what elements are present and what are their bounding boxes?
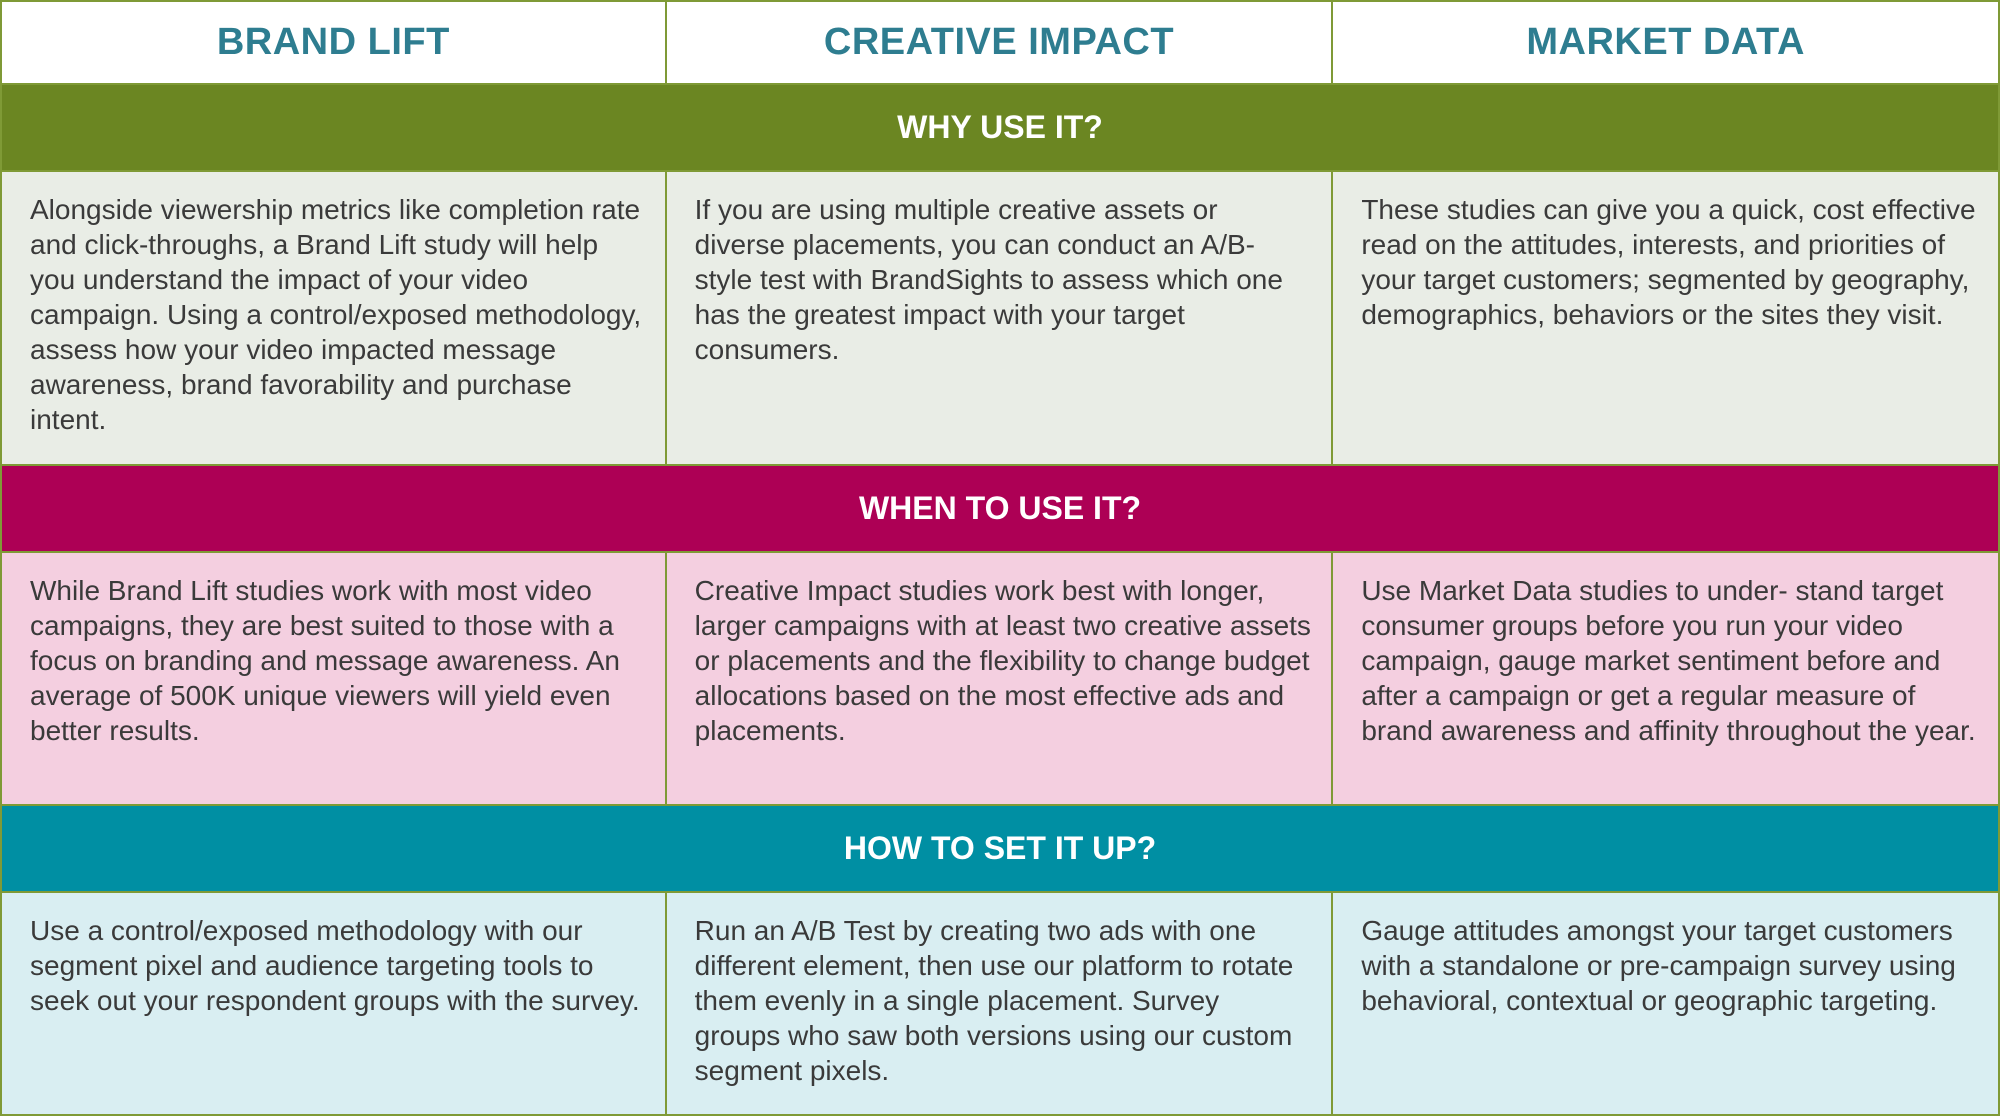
column-header-brand-lift: BRAND LIFT [0,0,667,85]
cell-how-brand-lift: Use a control/exposed methodology with o… [0,893,667,1116]
cell-why-market-data: These studies can give you a quick, cost… [1333,172,2000,466]
section-banner-why: WHY USE IT? [0,85,2000,172]
column-header-row: BRAND LIFT CREATIVE IMPACT MARKET DATA [0,0,2000,85]
cell-when-creative-impact: Creative Impact studies work best with l… [666,553,1334,806]
section-banner-how: HOW TO SET IT UP? [0,806,2000,893]
cell-when-brand-lift: While Brand Lift studies work with most … [0,553,667,806]
column-header-creative-impact: CREATIVE IMPACT [666,0,1334,85]
section-row-how: Use a control/exposed methodology with o… [0,893,2000,1116]
cell-when-market-data: Use Market Data studies to under- stand … [1333,553,2000,806]
cell-why-creative-impact: If you are using multiple creative asset… [666,172,1334,466]
section-banner-when: WHEN TO USE IT? [0,466,2000,553]
section-row-why: Alongside viewership metrics like comple… [0,172,2000,466]
cell-how-creative-impact: Run an A/B Test by creating two ads with… [666,893,1334,1116]
column-header-market-data: MARKET DATA [1333,0,2000,85]
cell-why-brand-lift: Alongside viewership metrics like comple… [0,172,667,466]
cell-how-market-data: Gauge attitudes amongst your target cust… [1333,893,2000,1116]
section-row-when: While Brand Lift studies work with most … [0,553,2000,806]
